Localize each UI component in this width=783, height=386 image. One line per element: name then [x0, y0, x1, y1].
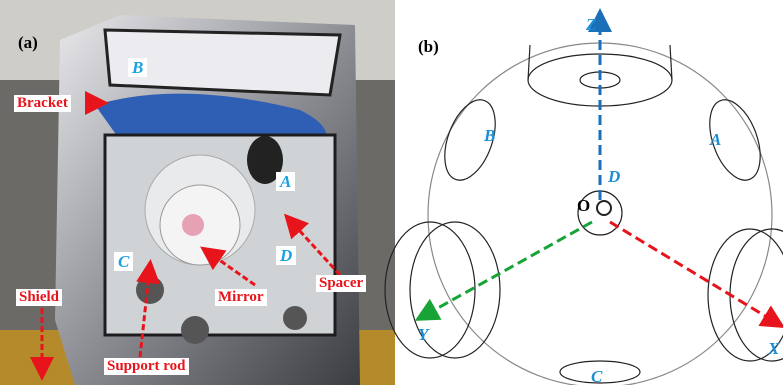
axis-label: Y: [418, 326, 428, 343]
axis-label: Z: [586, 16, 596, 33]
part-letter: A: [710, 131, 721, 148]
callout: Spacer: [316, 275, 366, 292]
part-letter: C: [591, 368, 602, 385]
part-letter: A: [276, 172, 295, 191]
part-letter: C: [114, 252, 133, 271]
panel-label: (a): [18, 34, 38, 51]
photo: [0, 0, 395, 385]
callout: Bracket: [14, 95, 71, 112]
part-letter: B: [484, 127, 495, 144]
figure-art: [0, 0, 783, 385]
panel-label: (b): [418, 38, 439, 55]
origin-label: O: [577, 197, 590, 214]
axis-label: X: [768, 340, 779, 357]
callout: Mirror: [215, 289, 267, 306]
part-letter: D: [608, 168, 620, 185]
figure: (a) B A C D Bracket Shield Mirror Spacer…: [0, 0, 783, 385]
part-letter: B: [128, 58, 147, 77]
part-letter: D: [276, 246, 296, 265]
callout: Shield: [16, 289, 62, 306]
callout: Support rod: [104, 358, 189, 375]
diagram: [385, 0, 783, 385]
